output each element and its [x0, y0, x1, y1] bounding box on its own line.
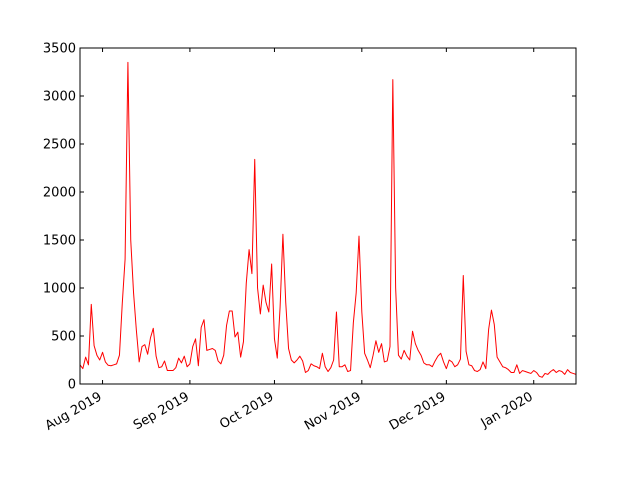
y-tick-label: 2000 — [43, 186, 76, 201]
y-tick-label: 3000 — [43, 90, 76, 105]
y-tick-label: 0 — [68, 378, 76, 393]
series-layer — [79, 61, 577, 378]
y-tick-label: 1000 — [43, 282, 76, 297]
y-tick-label: 2500 — [43, 138, 76, 153]
y-axis: 0 500 1000 1500 2000 2500 3000 3500 — [43, 42, 576, 393]
y-tick-label: 3500 — [43, 42, 76, 57]
y-tick-label: 1500 — [43, 234, 76, 249]
series-line-0 — [79, 61, 577, 378]
y-tick-label: 500 — [51, 330, 76, 345]
plot-area-frame — [79, 47, 577, 385]
